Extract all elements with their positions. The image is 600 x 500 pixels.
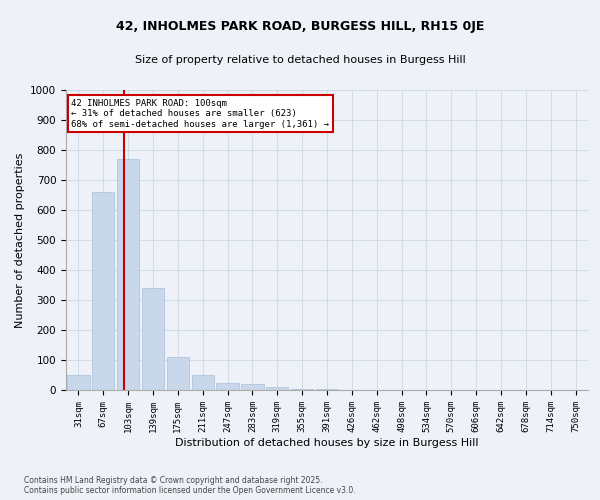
- Text: Contains HM Land Registry data © Crown copyright and database right 2025.
Contai: Contains HM Land Registry data © Crown c…: [24, 476, 356, 495]
- Bar: [142, 288, 164, 390]
- Bar: [241, 384, 263, 390]
- X-axis label: Distribution of detached houses by size in Burgess Hill: Distribution of detached houses by size …: [175, 438, 479, 448]
- Bar: [67, 375, 89, 390]
- Bar: [191, 375, 214, 390]
- Bar: [266, 387, 289, 390]
- Bar: [217, 382, 239, 390]
- Text: 42, INHOLMES PARK ROAD, BURGESS HILL, RH15 0JE: 42, INHOLMES PARK ROAD, BURGESS HILL, RH…: [116, 20, 484, 33]
- Bar: [117, 159, 139, 390]
- Bar: [167, 357, 189, 390]
- Bar: [291, 388, 313, 390]
- Bar: [92, 192, 115, 390]
- Y-axis label: Number of detached properties: Number of detached properties: [14, 152, 25, 328]
- Text: 42 INHOLMES PARK ROAD: 100sqm
← 31% of detached houses are smaller (623)
68% of : 42 INHOLMES PARK ROAD: 100sqm ← 31% of d…: [71, 99, 329, 129]
- Text: Size of property relative to detached houses in Burgess Hill: Size of property relative to detached ho…: [134, 55, 466, 65]
